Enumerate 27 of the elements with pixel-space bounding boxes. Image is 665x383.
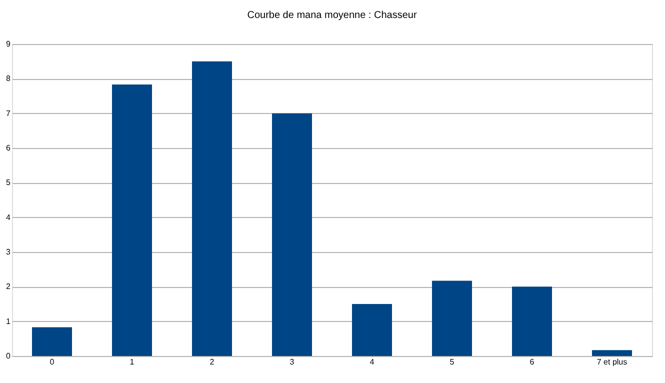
x-tick-label: 1 (130, 358, 135, 366)
y-tick-label: 4 (6, 212, 12, 222)
x-tick-label: 5 (450, 358, 455, 366)
bar (192, 61, 232, 356)
x-tick-label: 0 (50, 358, 55, 366)
y-tick-label: 9 (6, 40, 12, 48)
bar (512, 286, 552, 356)
y-tick-label: 3 (6, 248, 12, 256)
bar (432, 280, 472, 356)
x-tick-label: 2 (210, 358, 215, 366)
y-tick-label: 1 (6, 316, 12, 326)
x-tick-label: 7 et plus (596, 358, 628, 366)
chart-title: Courbe de mana moyenne : Chasseur (247, 10, 418, 21)
y-tick-label: 7 (6, 108, 12, 118)
bar (592, 350, 632, 356)
bar (272, 113, 312, 356)
x-tick-label: 6 (530, 358, 535, 366)
y-tick-label: 6 (6, 144, 12, 152)
x-tick-label: 3 (290, 358, 295, 366)
bar (352, 304, 392, 356)
y-tick-label: 0 (6, 352, 12, 360)
x-tick-label: 4 (370, 358, 375, 366)
bar (112, 84, 152, 356)
y-tick-label: 5 (6, 178, 12, 188)
bar (32, 327, 72, 356)
y-tick-label: 8 (6, 74, 12, 84)
y-tick-label: 2 (6, 282, 12, 292)
